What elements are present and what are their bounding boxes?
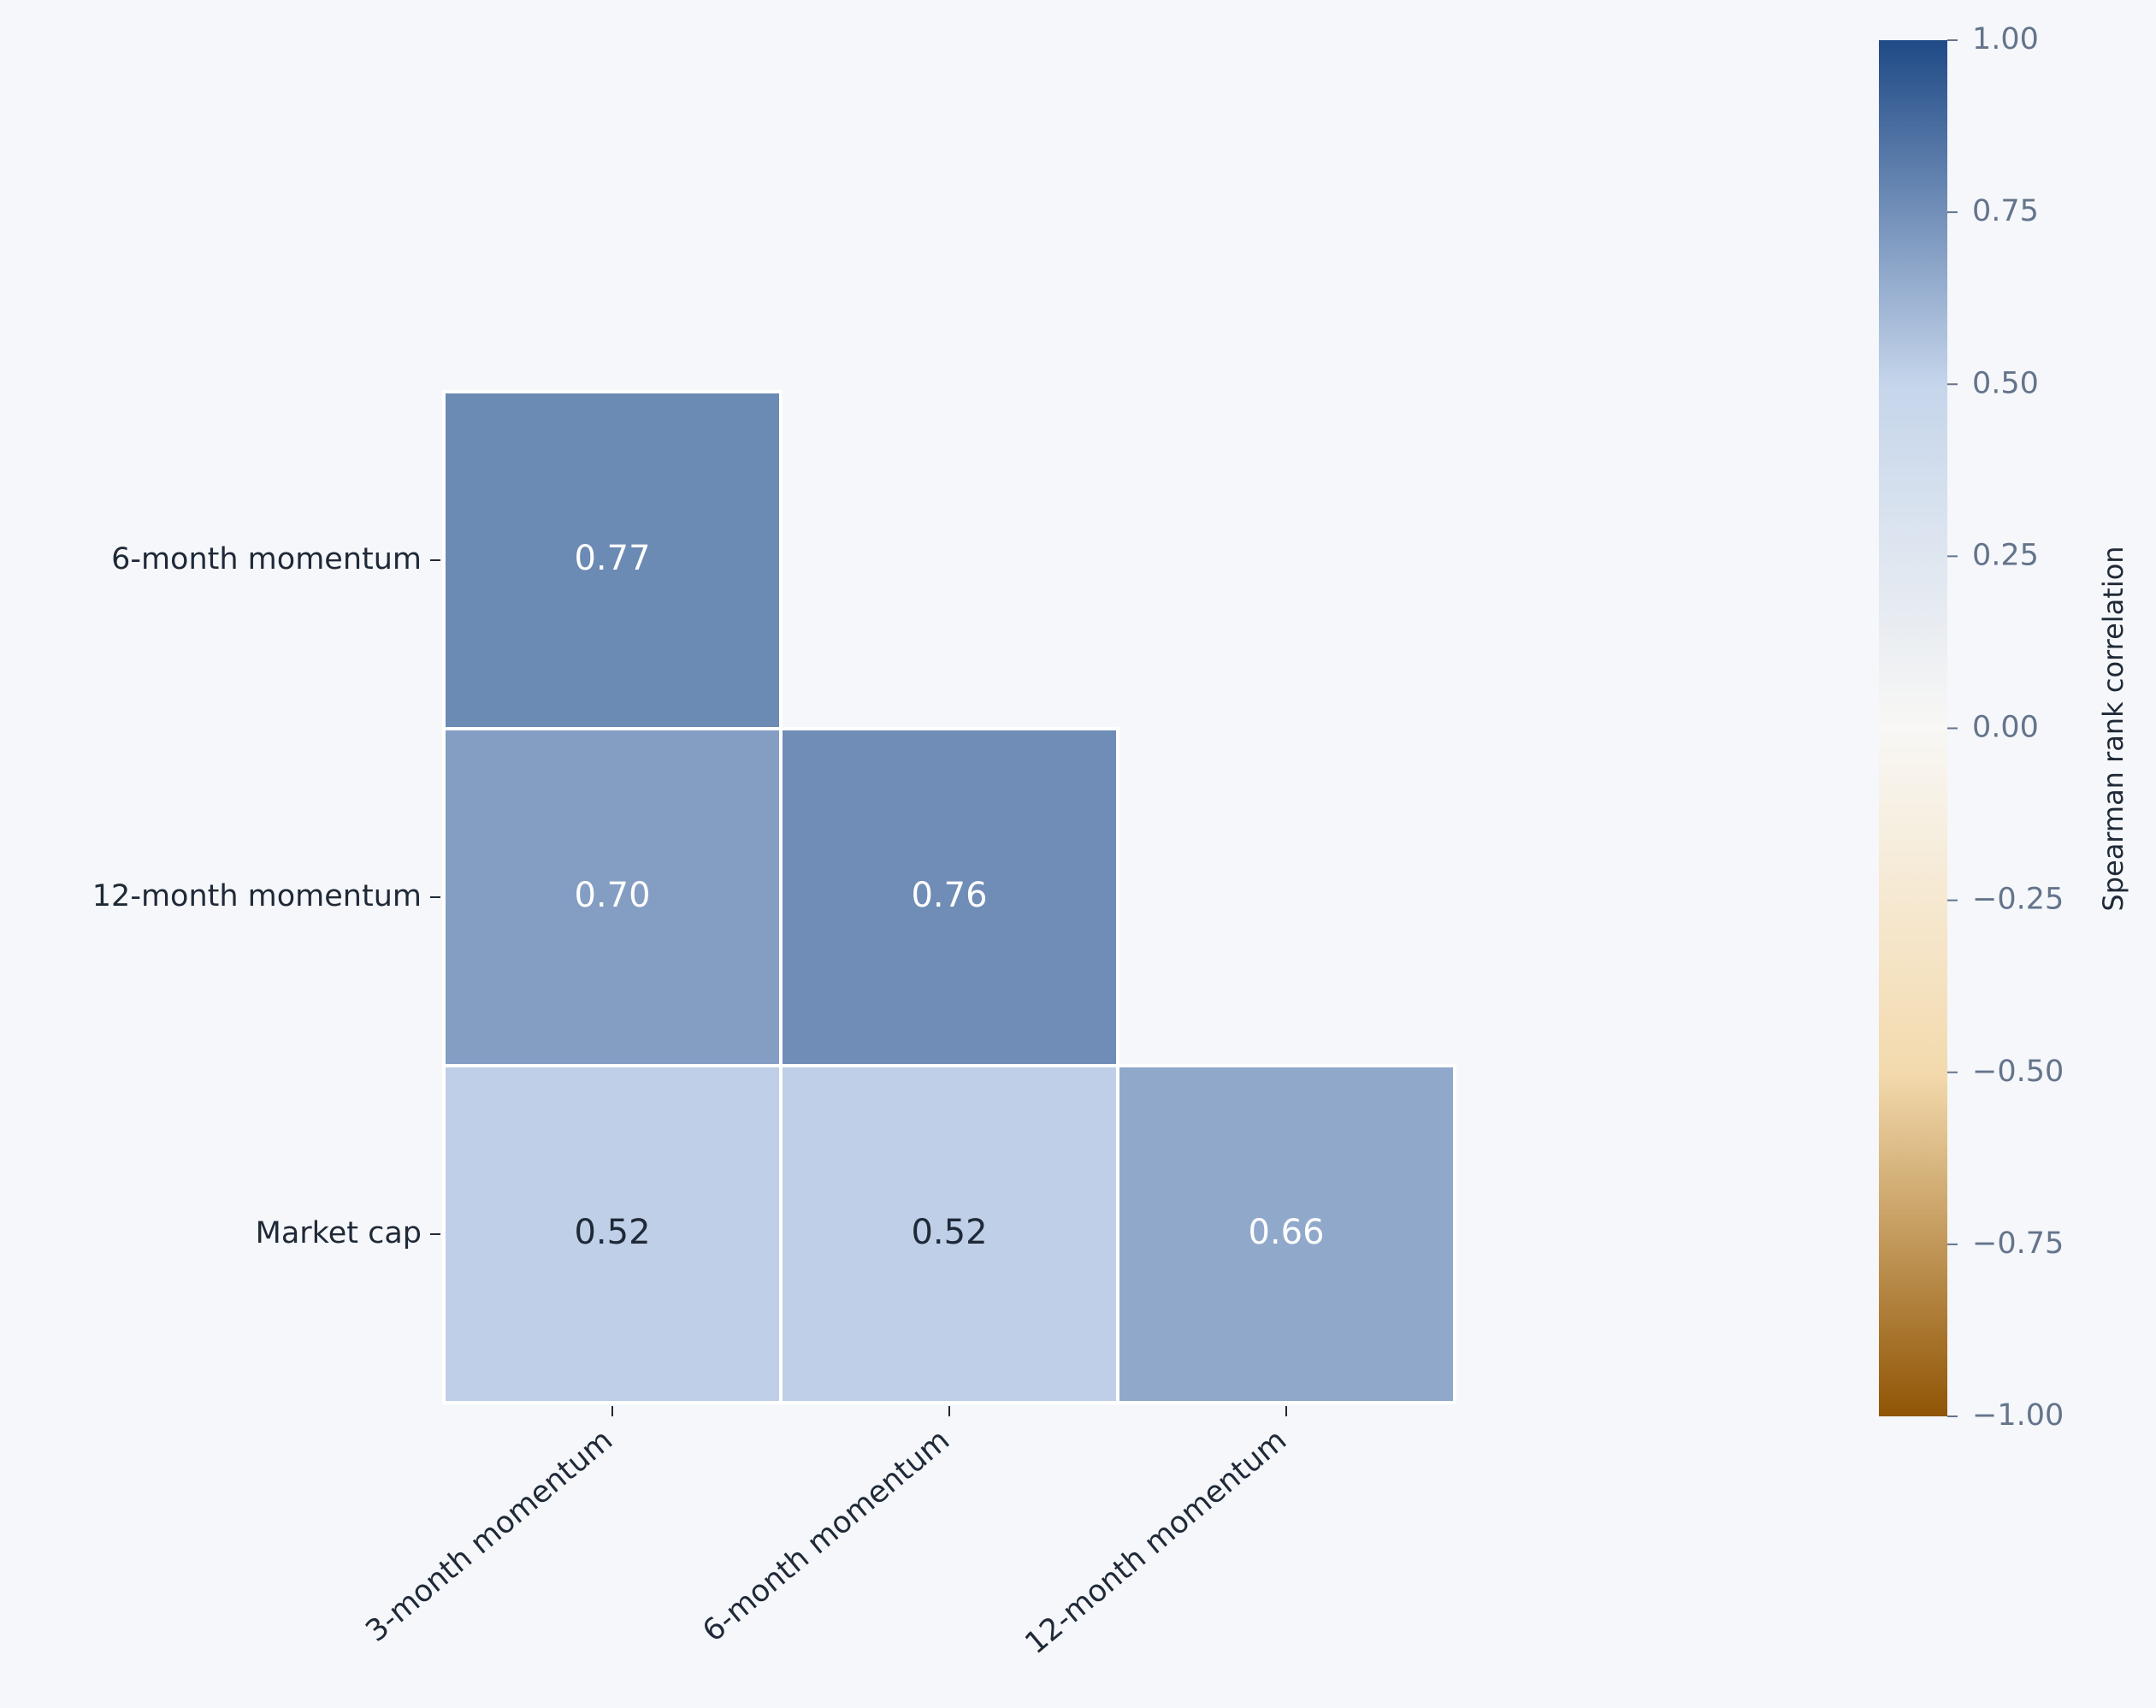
- heatmap-cell: [779, 727, 1119, 1067]
- colorbar-tick-label: 0.25: [1972, 538, 2039, 572]
- cell-label: 0.66: [1248, 1213, 1324, 1252]
- heatmap-cell: [1116, 1064, 1456, 1404]
- colorbar-tick-label: 1.00: [1972, 22, 2039, 56]
- colorbar-tick-label: −1.00: [1972, 1398, 2064, 1433]
- y-tick-label: 12-month momentum: [92, 879, 422, 913]
- cell-label: 0.52: [574, 1213, 650, 1252]
- colorbar: [1879, 40, 1947, 1416]
- colorbar-label: Spearman rank correlation: [2097, 546, 2129, 911]
- cell-label: 0.70: [574, 876, 650, 915]
- colorbar-tick-label: 0.50: [1972, 366, 2039, 400]
- cell-label: 0.76: [911, 876, 987, 915]
- cell-label: 0.52: [911, 1213, 987, 1252]
- heatmap-cell: [779, 1064, 1119, 1404]
- colorbar-tick-label: 0.75: [1972, 194, 2039, 228]
- x-tick-label: 12-month momentum: [1019, 1423, 1293, 1661]
- y-tick-label: Market cap: [256, 1216, 422, 1250]
- colorbar-tick-label: −0.50: [1972, 1055, 2064, 1089]
- colorbar-tick-label: 0.00: [1972, 711, 2039, 745]
- cell-label: 0.77: [574, 539, 650, 578]
- x-tick-label: 3-month momentum: [359, 1423, 619, 1649]
- x-tick-label: 6-month momentum: [696, 1423, 956, 1649]
- colorbar-tick-label: −0.75: [1972, 1226, 2064, 1261]
- y-tick-label: 6-month momentum: [111, 542, 422, 576]
- heatmap-cell: [442, 727, 783, 1067]
- colorbar-tick-label: −0.25: [1972, 883, 2064, 917]
- heatmap-cell: [442, 1064, 783, 1404]
